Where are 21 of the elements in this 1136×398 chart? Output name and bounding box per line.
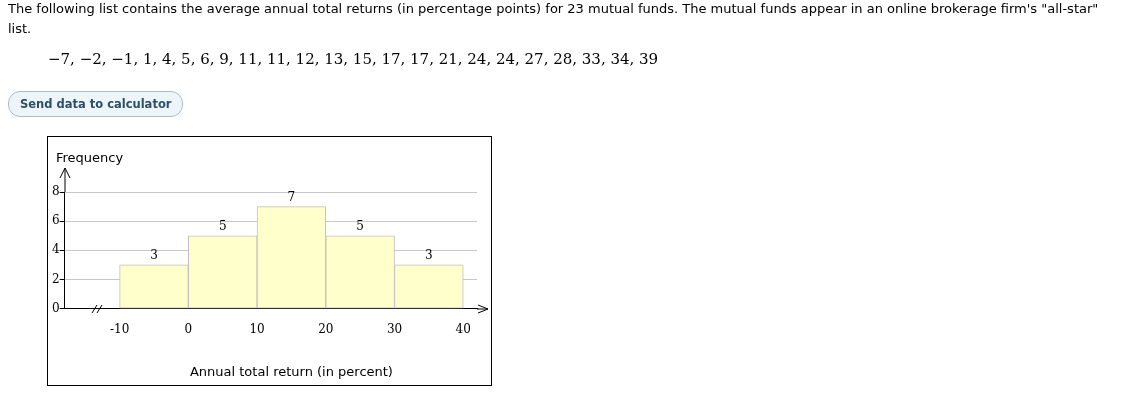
chart-subtitle: −7, −2, −1, 1, 4, 5, 6, 9, 11, 11, 12, 13, 15, 17, 17, 21, 24, 24, 27, 28, 33, 34, 39 bbox=[48, 50, 659, 68]
y-tick-label: 2 bbox=[51, 271, 60, 286]
x-tick-label: 0 bbox=[184, 321, 193, 336]
text: The following list contains the average annual total returns (in percentage points) for 23 mutual funds. The mutual funds appear in an online brokerage firm's "all-star" list. bbox=[8, 0, 1100, 38]
data-label: 3 bbox=[150, 248, 158, 262]
data-label: 5 bbox=[218, 218, 227, 233]
x-axis-title: Annual total return (in percent) bbox=[189, 364, 393, 379]
x-tick-label: -10 bbox=[109, 321, 130, 336]
y-tick-label: 6 bbox=[51, 213, 60, 228]
y-tick-label: 0 bbox=[51, 300, 60, 315]
x-tick-label: 30 bbox=[386, 321, 403, 336]
data-label: 3 bbox=[425, 248, 433, 262]
y-tick-label: 8 bbox=[51, 184, 60, 199]
x-tick-label: 10 bbox=[249, 321, 265, 336]
y-tick-label: 4 bbox=[51, 242, 60, 257]
x-tick-label: 20 bbox=[318, 321, 334, 336]
data-label: 5 bbox=[356, 218, 364, 233]
data-label: 7 bbox=[287, 189, 296, 204]
x-tick-label: 40 bbox=[455, 321, 471, 336]
y-axis-title: Frequency bbox=[56, 150, 124, 165]
send-button: Send data to calculator bbox=[8, 91, 184, 117]
